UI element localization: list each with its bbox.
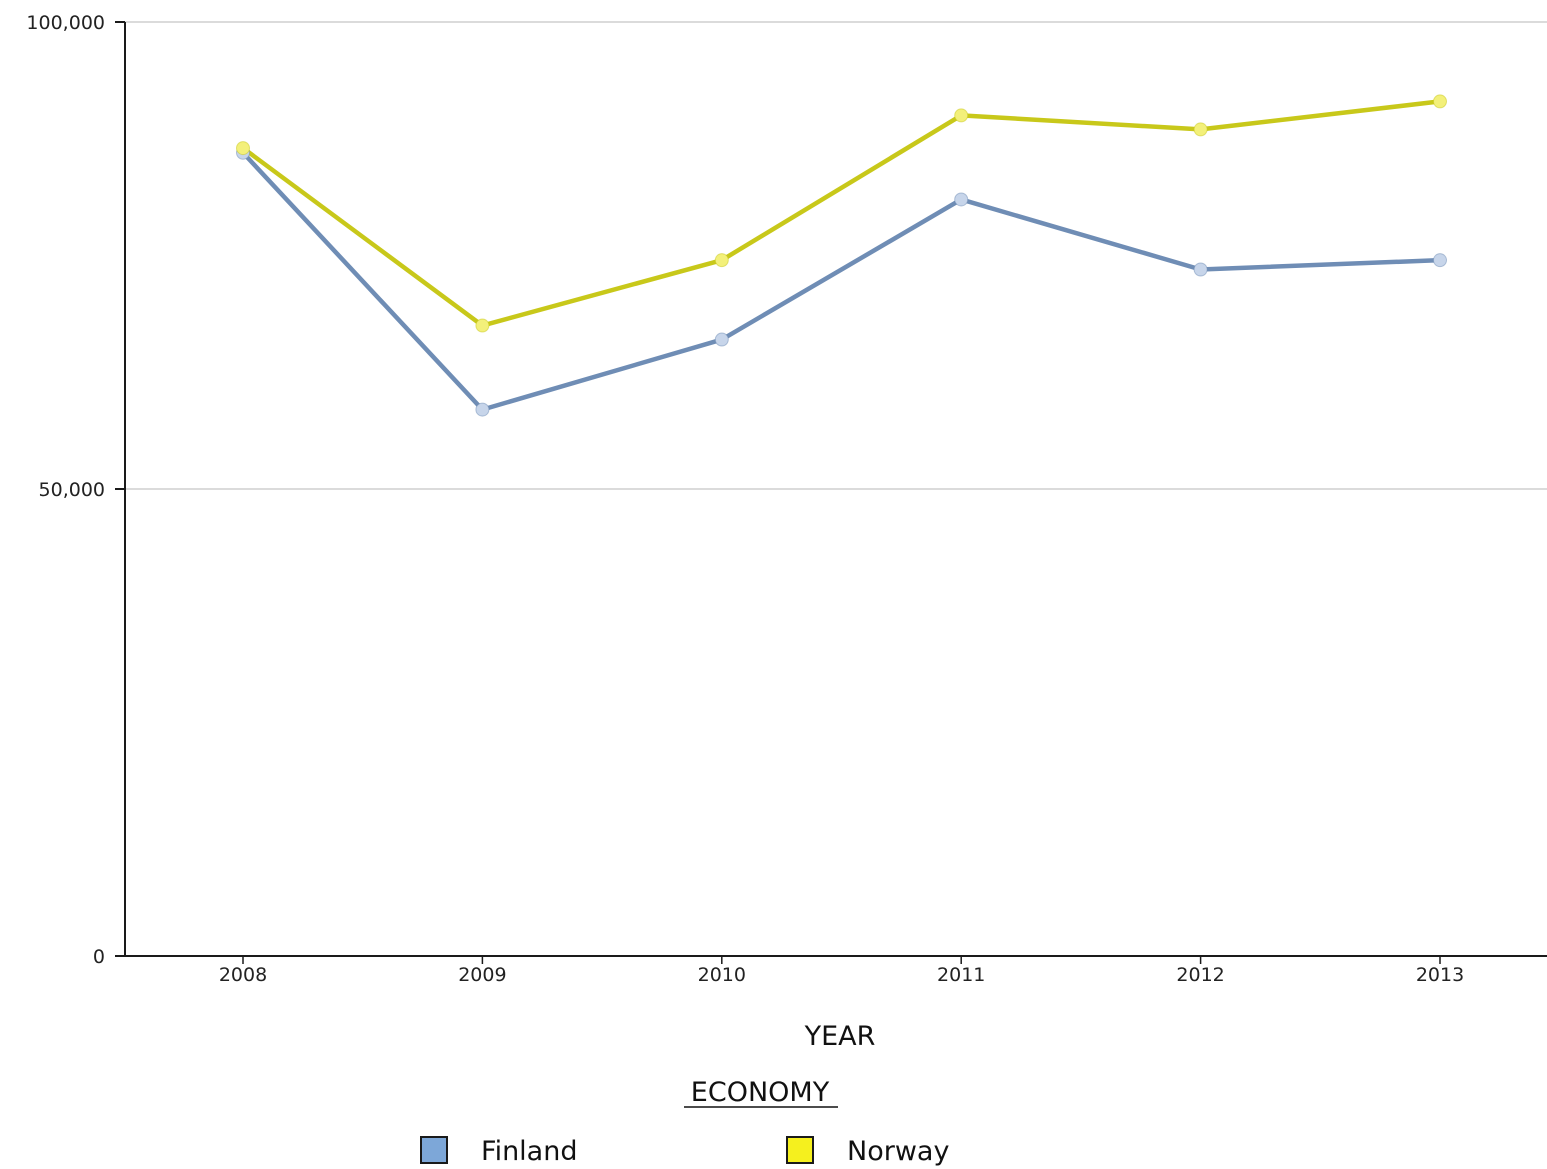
data-point-norway xyxy=(1193,122,1208,137)
legend-title: ECONOMY xyxy=(691,1077,830,1108)
legend-items: Finland Norway xyxy=(420,1136,949,1167)
x-tick-label: 2013 xyxy=(1416,964,1464,986)
data-point-norway xyxy=(954,108,969,123)
x-axis-ticks: 2008 2009 2010 2011 2012 2013 xyxy=(219,956,1464,986)
x-tick-label: 2011 xyxy=(937,964,985,986)
x-tick-label: 2008 xyxy=(219,964,267,986)
legend-swatch-norway xyxy=(786,1136,814,1164)
series-lines xyxy=(240,99,1443,412)
y-tick-label: 50,000 xyxy=(39,479,105,501)
data-point-norway xyxy=(1433,94,1447,109)
series-markers xyxy=(236,94,1447,417)
gridlines xyxy=(125,21,1547,490)
y-tick-label: 100,000 xyxy=(26,12,105,34)
legend-label-finland: Finland xyxy=(481,1136,577,1167)
data-point-finland xyxy=(714,332,729,347)
x-tick-label: 2010 xyxy=(698,964,746,986)
data-point-finland xyxy=(1193,262,1208,277)
x-tick-label: 2009 xyxy=(458,964,506,986)
data-point-norway xyxy=(714,253,729,268)
x-axis-title: YEAR xyxy=(804,1021,876,1052)
legend-swatch-finland xyxy=(420,1136,448,1164)
x-tick-label: 2012 xyxy=(1176,964,1224,986)
series-line-norway xyxy=(240,99,1443,328)
series-line-finland xyxy=(240,150,1443,412)
y-axis-ticks: 0 50,000 100,000 xyxy=(26,12,125,968)
legend-label-norway: Norway xyxy=(847,1136,949,1167)
legend: ECONOMY Finland Norway xyxy=(420,1077,949,1167)
data-point-finland xyxy=(1433,253,1447,268)
data-point-finland xyxy=(954,192,969,207)
data-point-norway xyxy=(236,141,250,156)
data-point-norway xyxy=(475,318,490,333)
data-point-finland xyxy=(475,402,490,417)
y-tick-label: 0 xyxy=(93,946,105,968)
